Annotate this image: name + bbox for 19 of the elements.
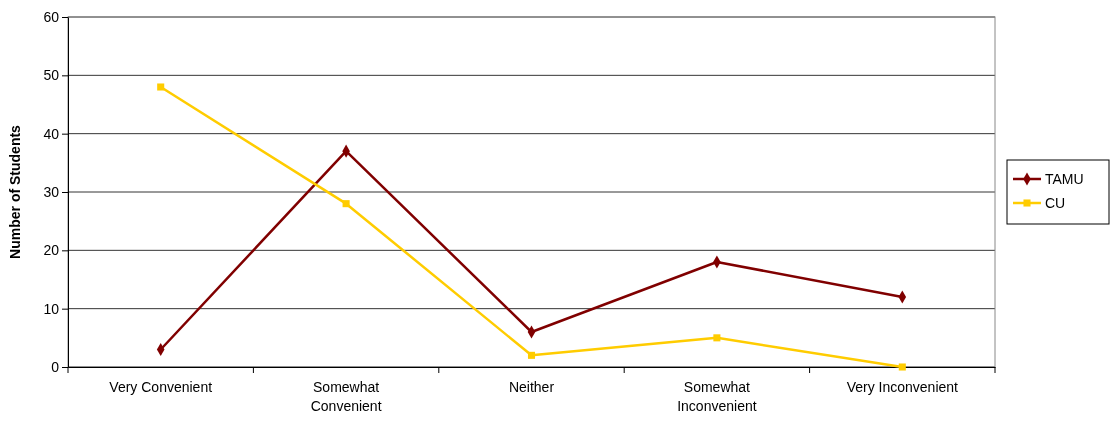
y-tick-label: 50 [43,67,60,84]
x-tick-label: Neither [508,379,555,396]
y-tick-label: 10 [43,300,60,317]
y-axis-title: Number of Students [7,124,23,259]
point [713,334,721,342]
point [342,200,350,208]
y-tick-label: 0 [51,358,60,375]
y-tick-label: 30 [43,183,60,200]
x-tick-label: Very Inconvenient [846,379,959,396]
legend-label: CU [1045,195,1066,211]
point [527,351,536,359]
x-tick-label: Somewhat Inconvenient [677,379,757,414]
point [157,83,165,91]
x-tick-label: Somewhat Convenient [310,379,382,414]
y-tick-label: 20 [43,242,60,259]
y-tick-label: 40 [43,125,60,142]
y-tick-label: 60 [43,8,60,25]
x-tick-label: Very Convenient [109,379,213,396]
legend-label: TAMU [1045,171,1084,187]
